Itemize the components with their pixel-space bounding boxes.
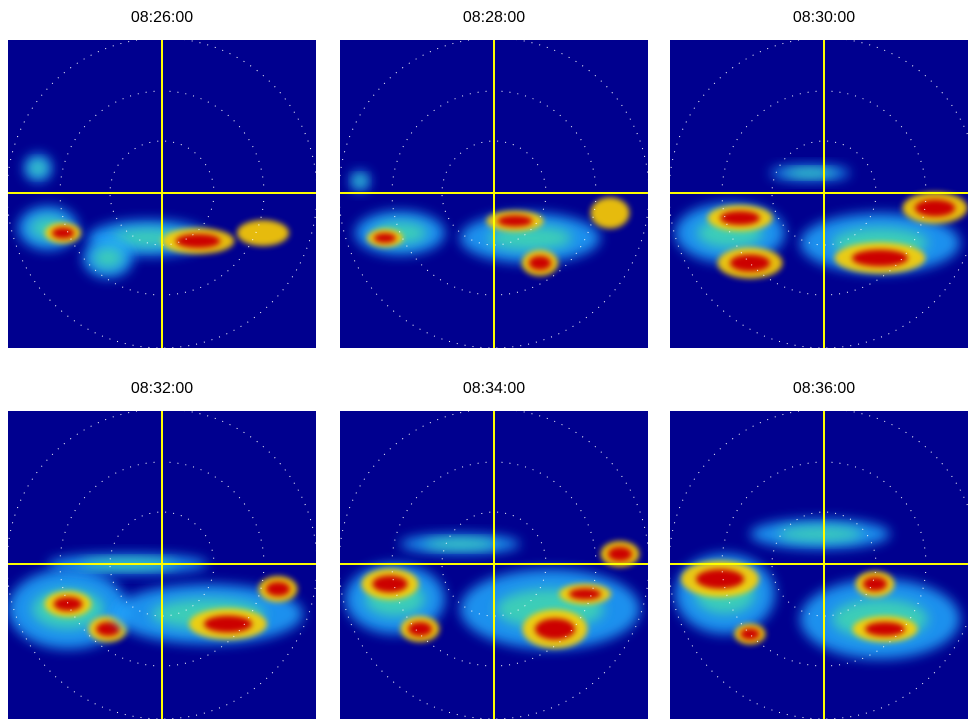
aurora-core <box>372 575 408 593</box>
aurora-bright <box>237 220 289 246</box>
panel-title: 08:32:00 <box>131 380 193 397</box>
panel-title: 08:30:00 <box>793 9 855 26</box>
aurora-core <box>204 615 252 633</box>
aurora-core <box>96 622 120 636</box>
panel-title: 08:36:00 <box>793 380 855 397</box>
image <box>340 411 648 719</box>
aurora-core <box>373 233 397 243</box>
image <box>8 411 316 719</box>
aurora-bright <box>590 197 630 229</box>
aurora-core <box>569 588 601 600</box>
panel <box>8 411 316 719</box>
image <box>670 411 968 719</box>
aurora-core <box>696 569 744 589</box>
aurora-band <box>29 161 47 175</box>
aurora-core <box>740 628 760 640</box>
aurora-core <box>608 547 632 561</box>
aurora-core <box>408 622 432 636</box>
aurora-core <box>497 215 533 227</box>
aurora-band <box>354 176 366 186</box>
panel-title: 08:26:00 <box>131 9 193 26</box>
panel-title: 08:34:00 <box>463 380 525 397</box>
aurora-core <box>535 618 575 640</box>
panel <box>670 40 968 348</box>
panel <box>8 40 316 348</box>
aurora-band <box>778 526 862 542</box>
aurora-core <box>852 249 908 267</box>
aurora-core <box>915 199 955 217</box>
image <box>670 40 968 348</box>
aurora-core <box>266 582 290 596</box>
aurora-core <box>53 597 83 611</box>
aurora-band <box>93 248 123 268</box>
aurora-band <box>488 225 572 251</box>
aurora-core <box>175 234 221 248</box>
aurora-core <box>51 227 75 239</box>
image <box>8 40 316 348</box>
panel-title: 08:28:00 <box>463 9 525 26</box>
aurora-core <box>865 622 905 636</box>
aurora-core <box>528 256 552 270</box>
aurora-band <box>424 539 496 549</box>
panel <box>340 40 648 348</box>
panel <box>340 411 648 719</box>
image <box>340 40 648 348</box>
aurora-core <box>730 254 770 272</box>
aurora-band <box>786 169 834 177</box>
panel <box>670 411 968 719</box>
aurora-core <box>863 577 887 591</box>
aurora-core <box>720 211 760 225</box>
